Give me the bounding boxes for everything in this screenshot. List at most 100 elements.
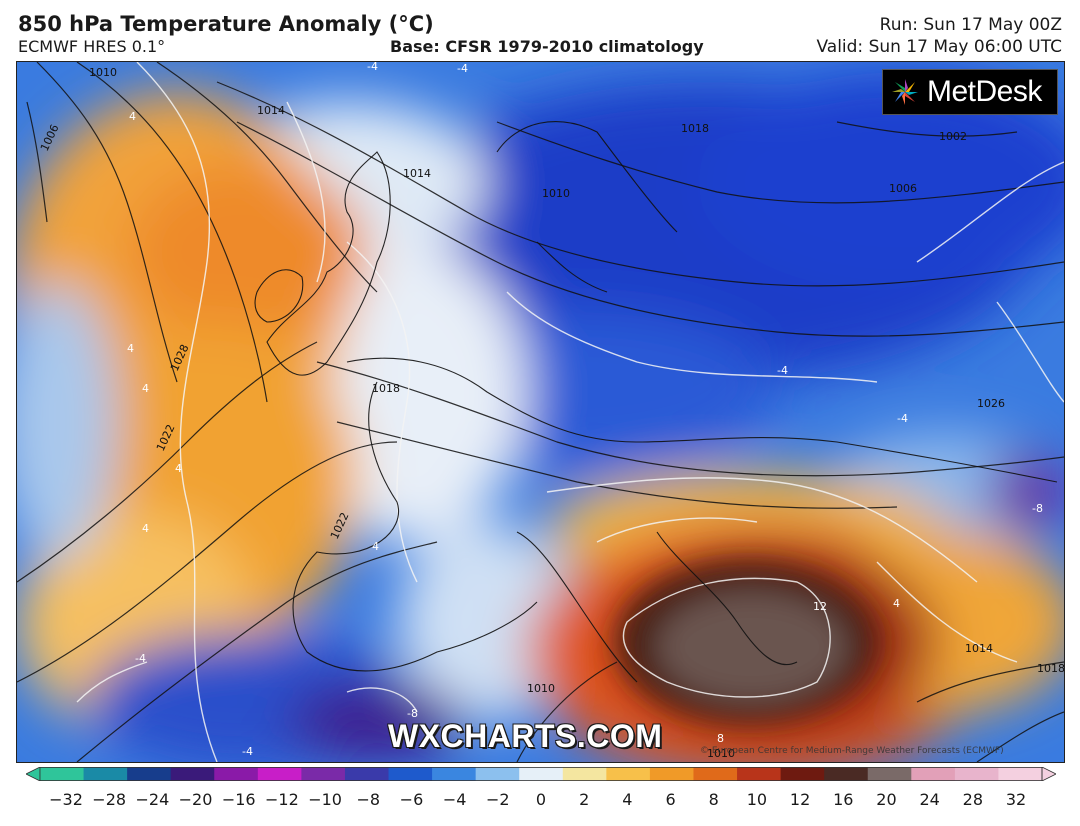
anomaly-contour-label: -4 bbox=[777, 364, 788, 377]
anomaly-contour-label: -8 bbox=[1032, 502, 1043, 515]
colorbar-tick-label: 8 bbox=[708, 790, 719, 809]
anomaly-contour-label: 4 bbox=[142, 522, 149, 535]
colorbar-tick-label: −12 bbox=[265, 790, 299, 809]
anomaly-contour-line bbox=[596, 517, 758, 543]
valid-time-label: Valid: Sun 17 May 06:00 UTC bbox=[816, 37, 1062, 57]
colorbar-segment bbox=[824, 767, 869, 781]
anomaly-contour-line bbox=[622, 577, 831, 698]
colorbar-segment bbox=[911, 767, 956, 781]
anomaly-contour-line bbox=[346, 687, 418, 713]
isobar-label: 1010 bbox=[89, 66, 117, 79]
isobar-line bbox=[76, 541, 438, 762]
isobar-label: 1014 bbox=[965, 642, 993, 655]
anomaly-contour-lines bbox=[76, 62, 1064, 762]
anomaly-contour-label: 8 bbox=[717, 732, 724, 745]
isobar-label: 1010 bbox=[527, 682, 555, 695]
model-label: ECMWF HRES 0.1° bbox=[18, 37, 166, 56]
colorbar-segment bbox=[998, 767, 1043, 781]
colorbar-tick-label: −32 bbox=[49, 790, 83, 809]
colorbar-segment bbox=[519, 767, 564, 781]
colorbar-tick-label: −20 bbox=[178, 790, 213, 809]
colorbar-max-extend bbox=[1041, 767, 1056, 781]
colorbar-segment bbox=[867, 767, 912, 781]
isobar-line bbox=[836, 121, 1018, 137]
anomaly-contour-label: 4 bbox=[129, 110, 136, 123]
colorbar-min-extend bbox=[26, 767, 41, 781]
anomaly-contour-line bbox=[346, 241, 418, 583]
anomaly-contour-label: 4 bbox=[142, 382, 149, 395]
colorbar-tick-label: 4 bbox=[622, 790, 633, 809]
colorbar-segment bbox=[388, 767, 433, 781]
anomaly-contour-label: -4 bbox=[897, 412, 908, 425]
isobar-line bbox=[17, 341, 318, 583]
colorbar-segment bbox=[606, 767, 651, 781]
isobar-label: 1002 bbox=[939, 130, 967, 143]
colorbar-segment bbox=[780, 767, 825, 781]
isobar-line bbox=[76, 62, 268, 403]
anomaly-contour-label: -8 bbox=[407, 707, 418, 720]
colorbar-segment bbox=[344, 767, 390, 781]
isobar-line bbox=[316, 361, 1064, 477]
isobar-lines bbox=[17, 62, 1064, 762]
isobar-line bbox=[26, 101, 48, 223]
isobar-line bbox=[216, 81, 1064, 287]
anomaly-contour-label: 4 bbox=[893, 597, 900, 610]
isobar-label: 1014 bbox=[257, 104, 285, 117]
colorbar-segment bbox=[170, 767, 215, 781]
anomaly-contour-line bbox=[876, 561, 1018, 663]
colorbar-tick-label: −16 bbox=[221, 790, 256, 809]
colorbar-tick-label: 20 bbox=[876, 790, 897, 809]
coastlines bbox=[254, 121, 1058, 683]
colorbar-border bbox=[39, 767, 1043, 781]
anomaly-contour-label: 4 bbox=[372, 540, 379, 553]
isobar-label: 1018 bbox=[1037, 662, 1064, 675]
anomaly-label-group: 4 -4 -4 4 4 4 4 -4 -4 -8 12 4 -4 -4 -8 8 4 bbox=[127, 62, 1043, 758]
chart-title: 850 hPa Temperature Anomaly (°C) bbox=[18, 12, 434, 36]
isobar-line bbox=[496, 121, 1064, 204]
anomaly-field bbox=[17, 72, 1064, 762]
anomaly-contour-label: -4 bbox=[135, 652, 146, 665]
colorbar-tick-label: −8 bbox=[356, 790, 381, 809]
climatology-base-label: Base: CFSR 1979-2010 climatology bbox=[390, 37, 704, 56]
anomaly-contour-line bbox=[506, 291, 878, 383]
colorbar-segment bbox=[257, 767, 302, 781]
anomaly-contour-line bbox=[546, 477, 978, 583]
colorbar-tick-label: 24 bbox=[919, 790, 940, 809]
anomaly-contour-label: 4 bbox=[127, 342, 134, 355]
ecmwf-copyright: © European Centre for Medium-Range Weath… bbox=[700, 746, 1004, 756]
isobar-line bbox=[36, 62, 178, 383]
colorbar-segment bbox=[649, 767, 695, 781]
colorbar-tick-label: 28 bbox=[962, 790, 983, 809]
anomaly-contour-label: -4 bbox=[242, 745, 253, 758]
colorbar-segment bbox=[127, 767, 172, 781]
isobar-line bbox=[976, 711, 1064, 762]
isobar-label: 1014 bbox=[403, 167, 431, 180]
colorbar-tick-label: 2 bbox=[579, 790, 590, 809]
colorbar-segment bbox=[40, 767, 85, 781]
colorbar-tick-label: −2 bbox=[486, 790, 510, 809]
anomaly-contour-line bbox=[76, 661, 148, 703]
colorbar-tick-label: 16 bbox=[833, 790, 854, 809]
colorbar-tick-label: −4 bbox=[442, 790, 467, 809]
colorbar-tick-label: −6 bbox=[399, 790, 424, 809]
anomaly-contour-label: 4 bbox=[175, 462, 182, 475]
metdesk-logo-text: MetDesk bbox=[927, 75, 1042, 108]
anomaly-contour-label: 12 bbox=[813, 600, 827, 613]
colorbar-segment bbox=[214, 767, 259, 781]
pinwheel-icon bbox=[892, 79, 918, 105]
colorbar-tick-label: 32 bbox=[1005, 790, 1027, 809]
colorbar-tick-label: 10 bbox=[746, 790, 768, 809]
isobar-label: 1026 bbox=[977, 397, 1005, 410]
isobar-line bbox=[236, 121, 1064, 337]
metdesk-logo: MetDesk bbox=[882, 69, 1058, 115]
anomaly-contour-line bbox=[996, 301, 1064, 403]
colorbar-segment bbox=[737, 767, 782, 781]
anomaly-contour-line bbox=[286, 101, 326, 283]
anomaly-contour-line bbox=[916, 161, 1064, 263]
colorbar-tick-label: 12 bbox=[789, 790, 811, 809]
isobar-label: 1018 bbox=[372, 382, 400, 395]
isobar-label: 1018 bbox=[681, 122, 709, 135]
isobar-label: 1006 bbox=[889, 182, 917, 195]
colorbar-tick-label: −10 bbox=[308, 790, 342, 809]
colorbar-segment bbox=[693, 767, 738, 781]
